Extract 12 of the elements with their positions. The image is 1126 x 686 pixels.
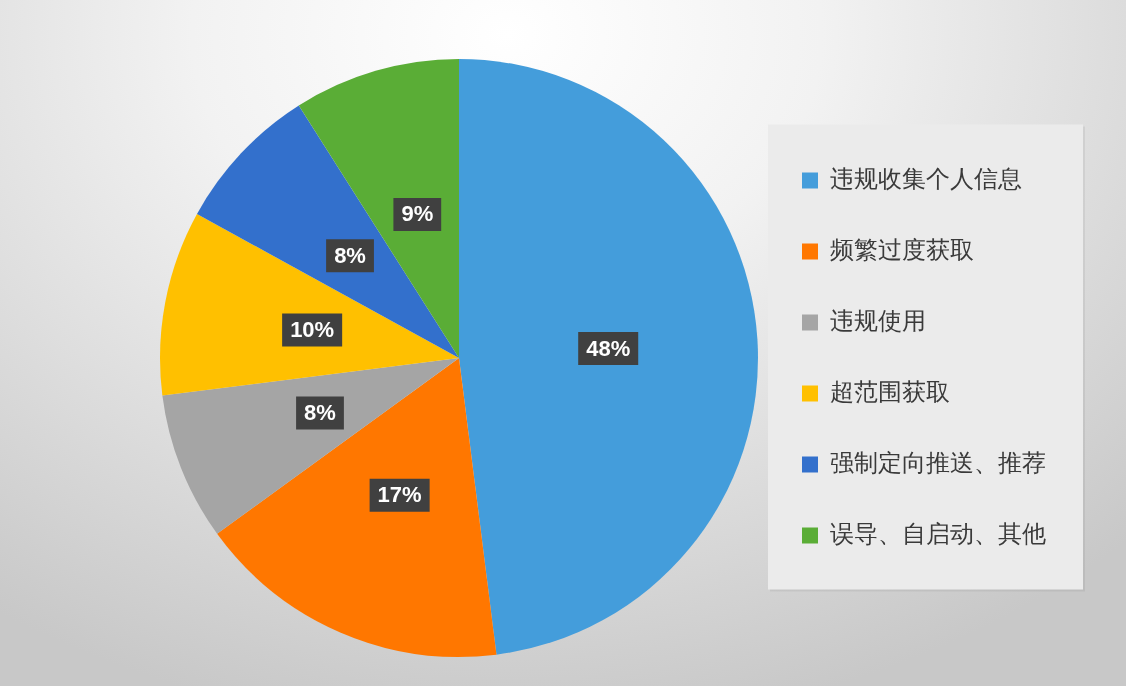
legend-label: 违规收集个人信息 bbox=[830, 165, 1022, 193]
data-label: 8% bbox=[304, 400, 336, 426]
legend-label: 违规使用 bbox=[830, 307, 926, 335]
data-label: 10% bbox=[290, 317, 335, 343]
legend-label: 误导、自启动、其他 bbox=[830, 520, 1046, 548]
data-label: 8% bbox=[334, 242, 366, 268]
legend-label: 强制定向推送、推荐 bbox=[830, 449, 1046, 477]
legend-label: 频繁过度获取 bbox=[830, 236, 974, 264]
data-label: 48% bbox=[586, 335, 631, 361]
data-label: 9% bbox=[401, 201, 434, 227]
data-label: 17% bbox=[377, 482, 422, 508]
legend-label: 超范围获取 bbox=[830, 378, 950, 406]
